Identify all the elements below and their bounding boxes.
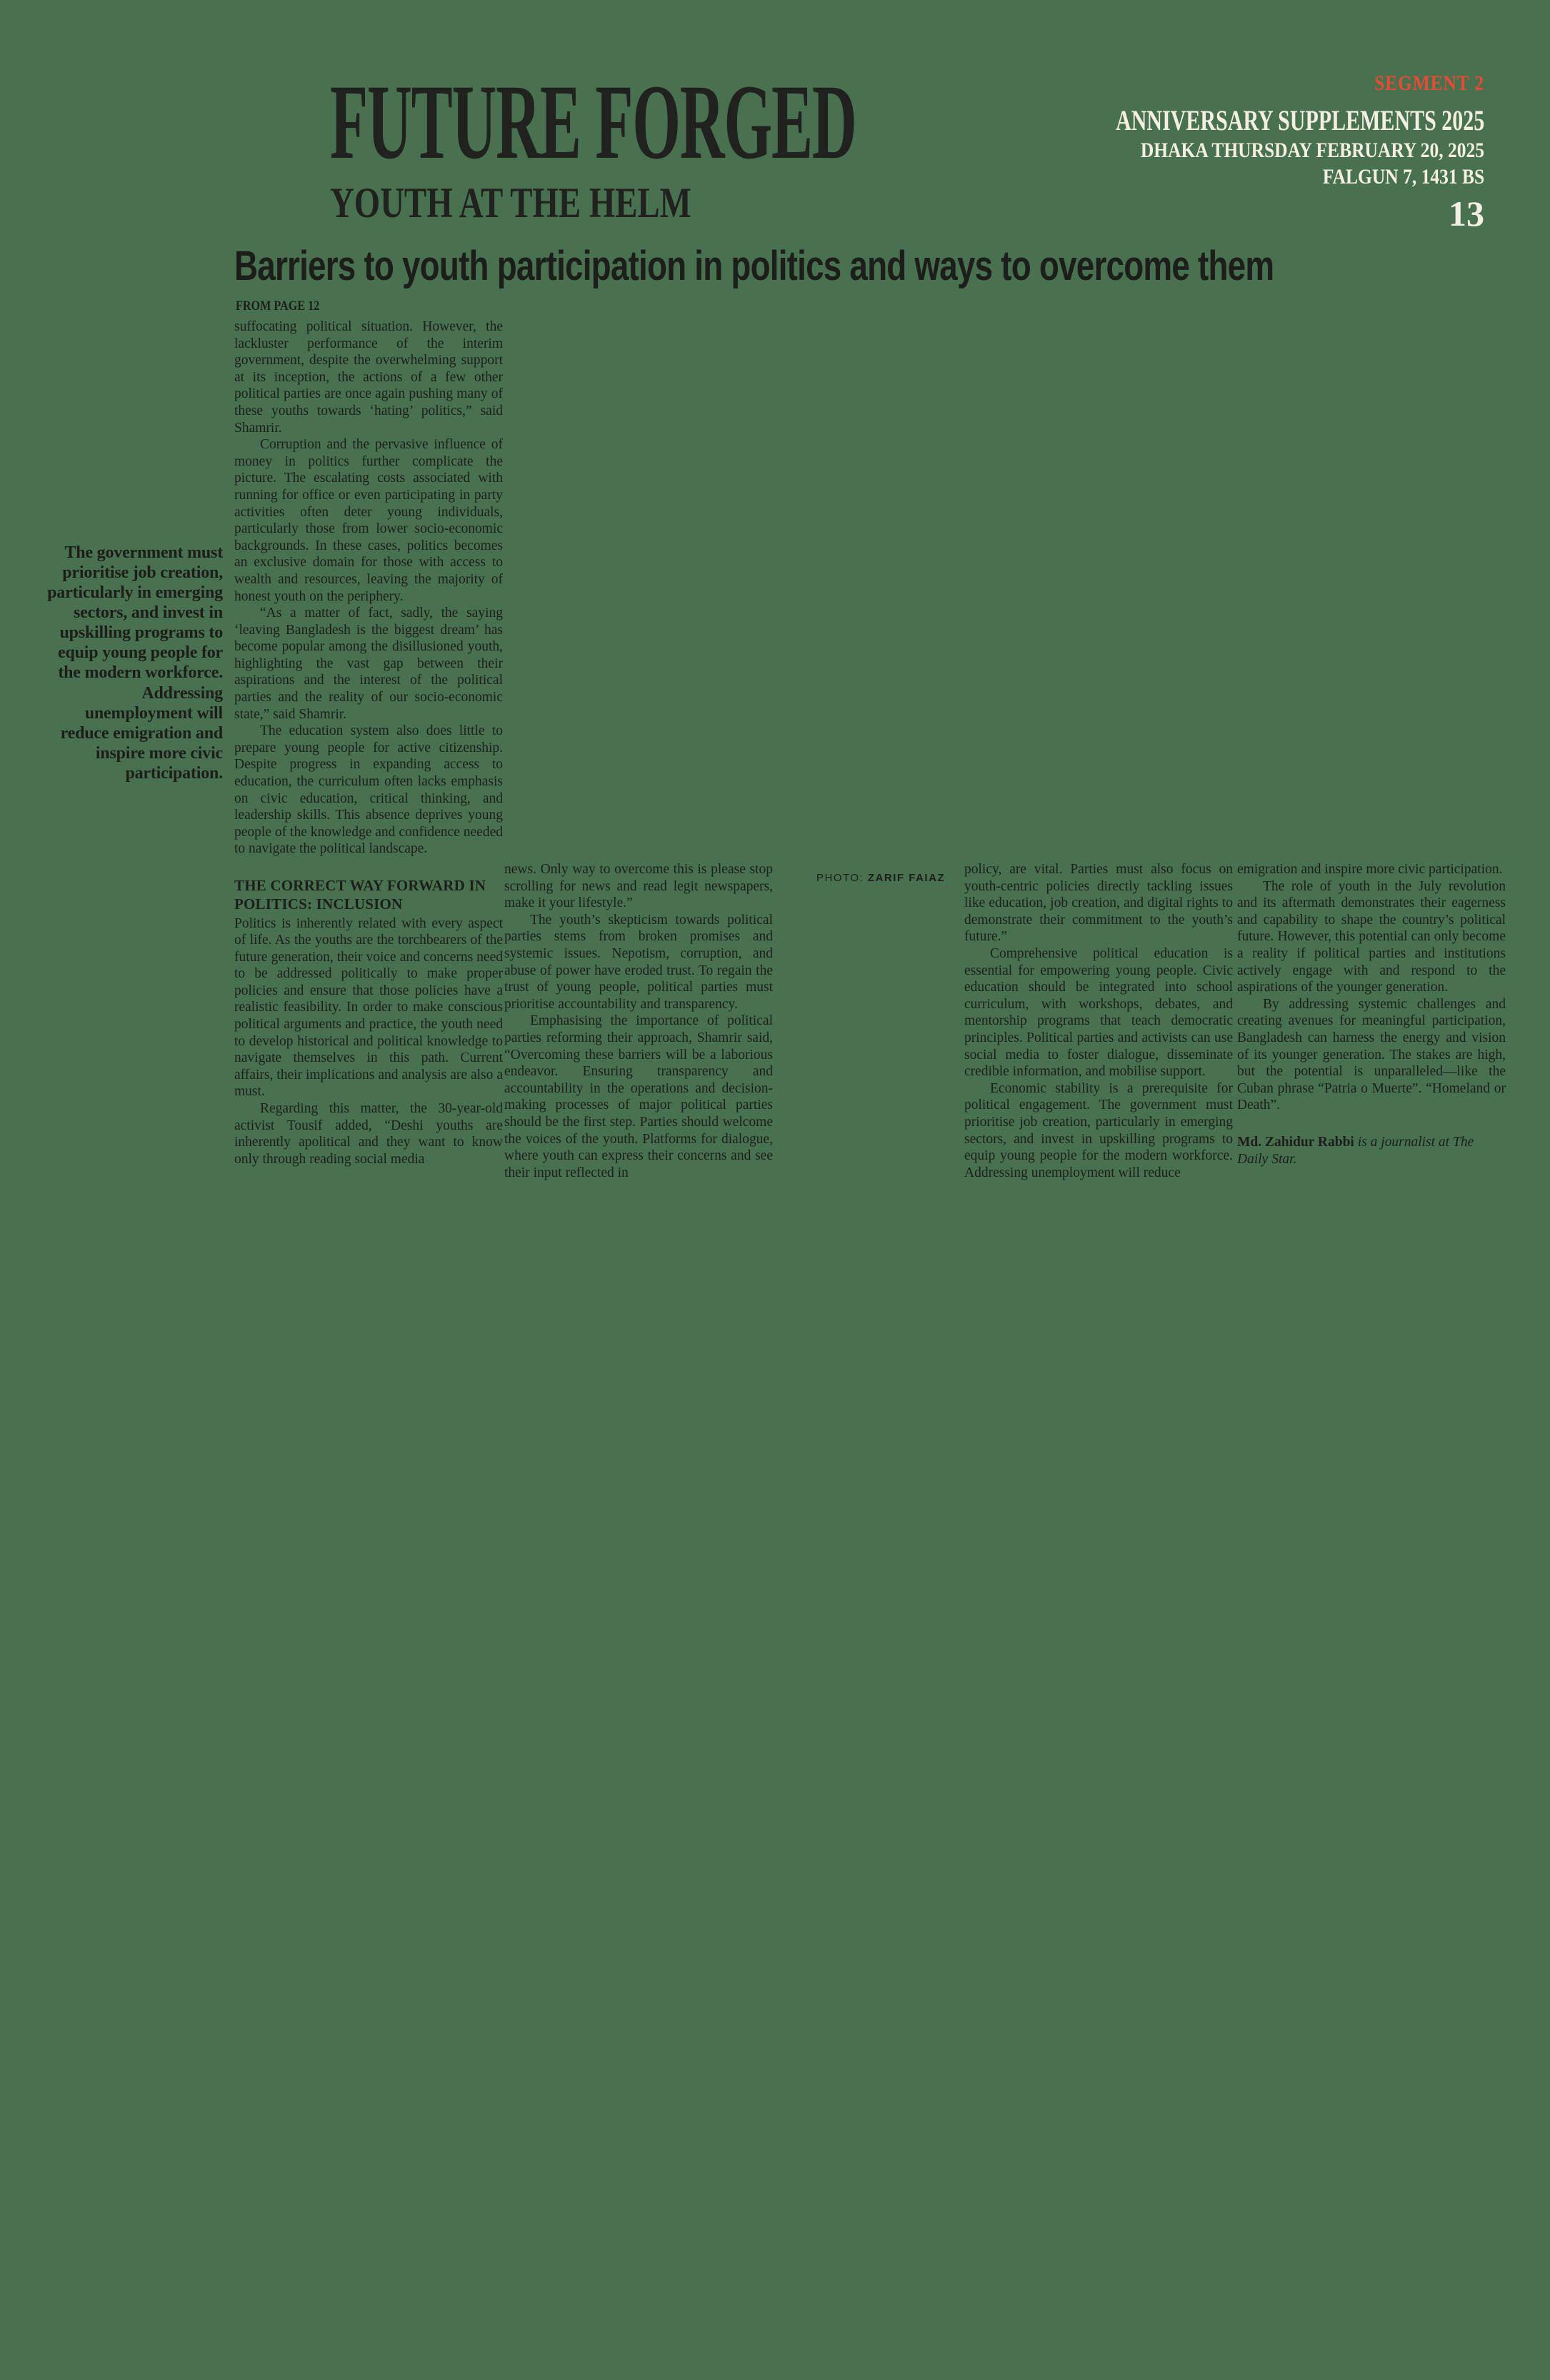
page-number: 13 bbox=[1449, 194, 1484, 234]
article-paragraph: Regarding this matter, the 30-year-old a… bbox=[234, 1101, 503, 1167]
article-paragraph: The role of youth in the July revolution… bbox=[1237, 878, 1506, 995]
article-paragraph: Corruption and the pervasive influence o… bbox=[234, 437, 503, 604]
author-description: is a journalist at The Daily Star. bbox=[1237, 1134, 1474, 1167]
supplement-title: ANNIVERSARY SUPPLEMENTS 2025 bbox=[1115, 104, 1484, 136]
article-paragraph: “As a matter of fact, sadly, the saying … bbox=[234, 606, 503, 722]
article-paragraph: Comprehensive political education is ess… bbox=[964, 945, 1233, 1080]
article-paragraph: Politics is inherently related with ever… bbox=[234, 915, 503, 1100]
photo-credit-name: ZARIF FAIAZ bbox=[867, 872, 946, 884]
photo-credit: PHOTO: ZARIF FAIAZ bbox=[816, 872, 945, 884]
photo-credit-label: PHOTO: bbox=[816, 872, 864, 884]
masthead-title: FUTURE FORGED bbox=[330, 63, 857, 181]
article-paragraph: news. Only way to overcome this is pleas… bbox=[504, 862, 773, 911]
article-column-3: policy, are vital. Parties must also foc… bbox=[964, 861, 1233, 1181]
article-paragraph: policy, are vital. Parties must also foc… bbox=[964, 862, 1233, 945]
section-heading: THE CORRECT WAY FORWARD IN POLITICS: INC… bbox=[234, 877, 486, 913]
article-paragraph: Emphasising the importance of political … bbox=[504, 1013, 773, 1180]
article-paragraph: The youth’s skepticism towards political… bbox=[504, 912, 773, 1012]
article-headline: Barriers to youth participation in polit… bbox=[234, 243, 1274, 289]
article-column-2: news. Only way to overcome this is pleas… bbox=[504, 861, 773, 1181]
author-name: Md. Zahidur Rabbi bbox=[1237, 1134, 1354, 1150]
article-column-1: suffocating political situation. However… bbox=[234, 318, 503, 1168]
continuation-notice: FROM PAGE 12 bbox=[236, 298, 320, 313]
article-paragraph: Economic stability is a prerequisite for… bbox=[964, 1080, 1233, 1180]
article-paragraph: emigration and inspire more civic partic… bbox=[1237, 862, 1503, 877]
header-meta: SEGMENT 2 ANNIVERSARY SUPPLEMENTS 2025 D… bbox=[993, 71, 1484, 231]
masthead: FUTURE FORGED YOUTH AT THE HELM bbox=[330, 69, 1237, 224]
article-paragraph: The education system also does little to… bbox=[234, 723, 503, 857]
pull-quote: The government must prioritise job creat… bbox=[47, 543, 223, 783]
masthead-subtitle: YOUTH AT THE HELM bbox=[330, 179, 691, 226]
article-paragraph: suffocating political situation. However… bbox=[234, 319, 503, 436]
dateline: DHAKA THURSDAY FEBRUARY 20, 2025 bbox=[1140, 139, 1484, 162]
article-column-4: emigration and inspire more civic partic… bbox=[1237, 861, 1506, 1168]
segment-label: SEGMENT 2 bbox=[1374, 71, 1484, 95]
article-paragraph: By addressing systemic challenges and cr… bbox=[1237, 996, 1506, 1113]
author-byline: Md. Zahidur Rabbi is a journalist at The… bbox=[1237, 1134, 1506, 1168]
bangla-date: FALGUN 7, 1431 BS bbox=[1322, 165, 1484, 189]
